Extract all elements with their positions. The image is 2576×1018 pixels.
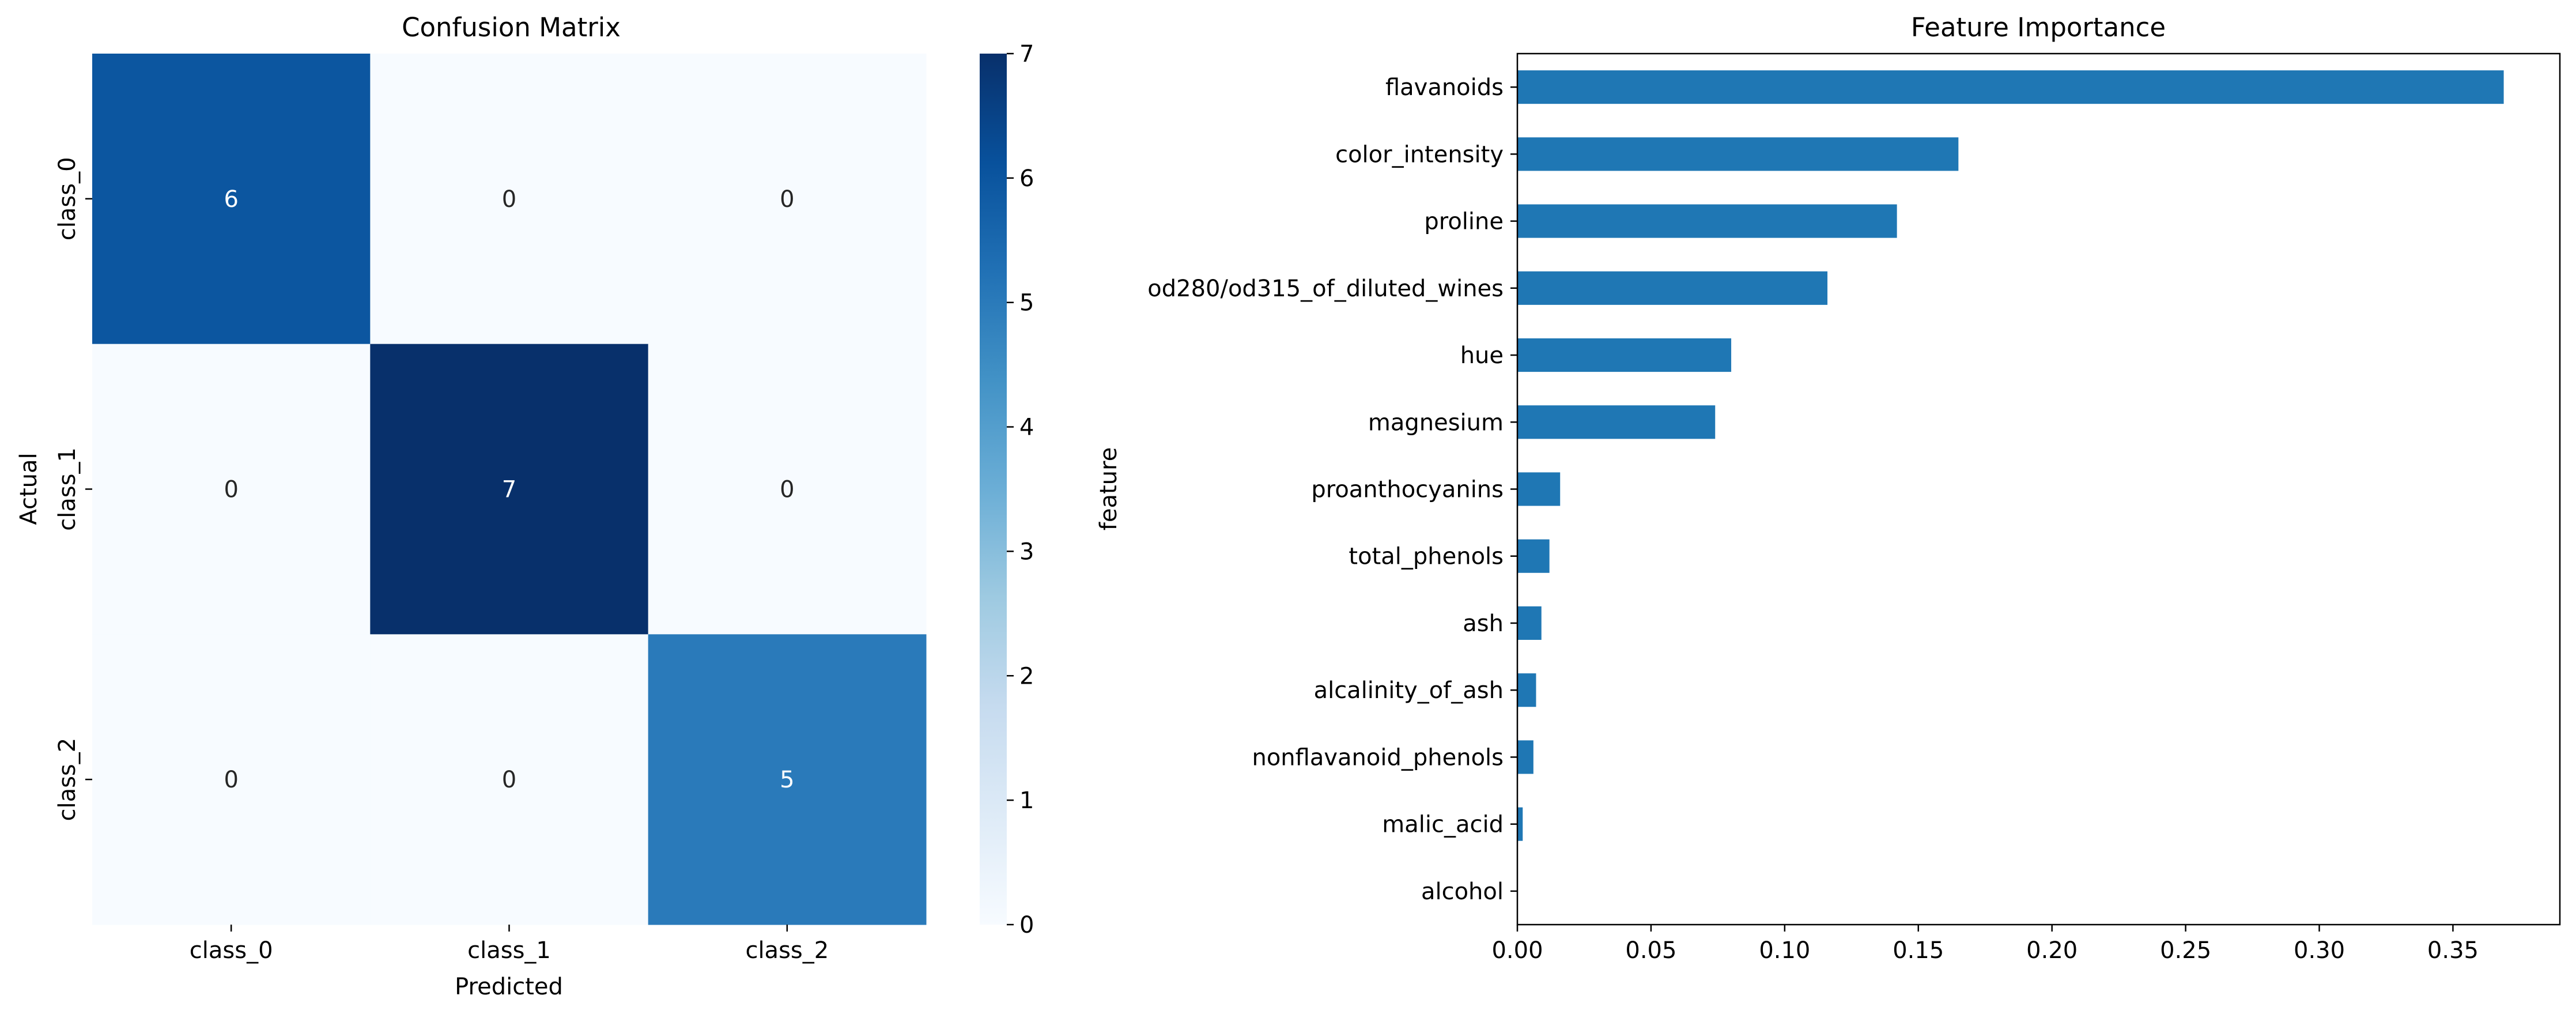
cm-x-ticks: class_0 class_1 class_2 (190, 925, 829, 964)
fi-y-tick-label: color_intensity (1335, 141, 1504, 168)
fi-bar (1517, 807, 1523, 841)
confusion-matrix-panel: Confusion Matrix 6 0 00 7 00 0 5 class_0 class_… (16, 12, 927, 1000)
fi-bar (1517, 740, 1533, 774)
cm-cell-annotation: 0 (780, 186, 794, 213)
fi-x-tick-label: 0.15 (1893, 937, 1944, 964)
cm-y-tick-label: class_2 (54, 738, 81, 821)
colorbar-tick-label: 2 (1019, 663, 1034, 689)
fi-y-tick-label: proanthocyanins (1311, 477, 1504, 503)
colorbar-tick-label: 0 (1019, 912, 1034, 938)
feature-importance-panel: Feature Importance flavanoids color_inten… (1096, 12, 2561, 964)
cm-cell-annotation: 0 (502, 186, 516, 213)
fi-x-tick-label: 0.20 (2026, 937, 2078, 964)
colorbar-tick-label: 5 (1019, 290, 1034, 316)
fi-y-tick-label: hue (1460, 342, 1504, 369)
cm-y-tick-label: class_1 (54, 447, 81, 531)
fi-bar (1517, 405, 1716, 439)
fi-bar (1517, 70, 2504, 104)
fi-bar (1517, 673, 1536, 707)
cm-cell-annotation: 0 (224, 767, 238, 793)
cm-cells (92, 54, 927, 925)
cm-x-tick-label: class_1 (467, 937, 551, 964)
colorbar-gradient (980, 54, 1007, 925)
cm-title: Confusion Matrix (402, 12, 621, 43)
fi-y-tick-label: flavanoids (1385, 74, 1504, 101)
fi-bar (1517, 472, 1561, 506)
colorbar: 0 1 2 3 4 5 6 7 (980, 41, 1034, 938)
cm-cell (370, 344, 649, 635)
cm-cell (92, 344, 371, 635)
fi-y-tick-label: total_phenols (1349, 544, 1504, 570)
fi-x-tick-label: 0.35 (2427, 937, 2479, 964)
cm-y-ticks: class_0 class_1 class_2 (54, 157, 92, 821)
fi-y-tick-label: alcohol (1421, 879, 1504, 905)
cm-annotations: 6 0 0 0 7 0 0 0 5 (224, 186, 794, 793)
fi-bar (1517, 137, 1959, 171)
fi-bar (1517, 539, 1550, 573)
fi-bar (1517, 606, 1542, 640)
fi-bar (1517, 338, 1732, 372)
fi-x-ticks: 0.00 0.05 0.10 0.15 0.20 0.25 0.30 0.35 (1491, 925, 2479, 964)
colorbar-ticks: 0 1 2 3 4 5 6 7 (1007, 41, 1034, 938)
fi-y-tick-label: proline (1424, 209, 1504, 235)
fi-bars (1517, 70, 2504, 841)
cm-cell (648, 54, 927, 345)
fi-x-tick-label: 0.25 (2160, 937, 2211, 964)
fi-x-tick-label: 0.10 (1759, 937, 1810, 964)
cm-cell (92, 634, 371, 925)
fi-ylabel: feature (1096, 447, 1122, 530)
colorbar-tick-label: 4 (1019, 414, 1034, 441)
cm-cell-annotation: 6 (224, 186, 238, 213)
cm-ylabel: Actual (16, 453, 42, 525)
fi-y-tick-label: alcalinity_of_ash (1314, 677, 1504, 704)
colorbar-tick-label: 7 (1019, 41, 1034, 67)
cm-cell-annotation: 0 (780, 477, 794, 503)
cm-cell-annotation: 5 (780, 767, 794, 793)
cm-xlabel: Predicted (455, 974, 563, 1000)
colorbar-tick-label: 1 (1019, 787, 1034, 814)
cm-x-tick-label: class_2 (745, 937, 829, 964)
fi-axes-frame (1516, 52, 2561, 926)
cm-cell-annotation: 7 (502, 477, 516, 503)
fi-y-tick-label: ash (1463, 610, 1504, 637)
fi-title: Feature Importance (1911, 12, 2166, 43)
fi-x-tick-label: 0.00 (1491, 937, 1543, 964)
cm-cell-annotation: 0 (224, 477, 238, 503)
fi-x-tick-label: 0.30 (2294, 937, 2345, 964)
colorbar-tick-label: 6 (1019, 165, 1034, 192)
cm-cell (648, 634, 927, 925)
cm-cell (648, 344, 927, 635)
cm-y-tick-label: class_0 (54, 157, 81, 240)
colorbar-tick-label: 3 (1019, 538, 1034, 565)
cm-cell (92, 54, 371, 345)
cm-cell-annotation: 0 (502, 767, 516, 793)
cm-cell (370, 54, 649, 345)
fi-x-tick-label: 0.05 (1625, 937, 1676, 964)
fi-y-tick-label: nonflavanoid_phenols (1252, 744, 1504, 771)
fi-bar (1517, 271, 1828, 305)
fi-bar (1517, 204, 1897, 238)
fi-y-tick-label: magnesium (1368, 409, 1504, 436)
cm-x-tick-label: class_0 (190, 937, 273, 964)
cm-cell (370, 634, 649, 925)
fi-y-tick-label: od280/od315_of_diluted_wines (1147, 276, 1504, 302)
fi-y-tick-label: malic_acid (1382, 812, 1504, 838)
